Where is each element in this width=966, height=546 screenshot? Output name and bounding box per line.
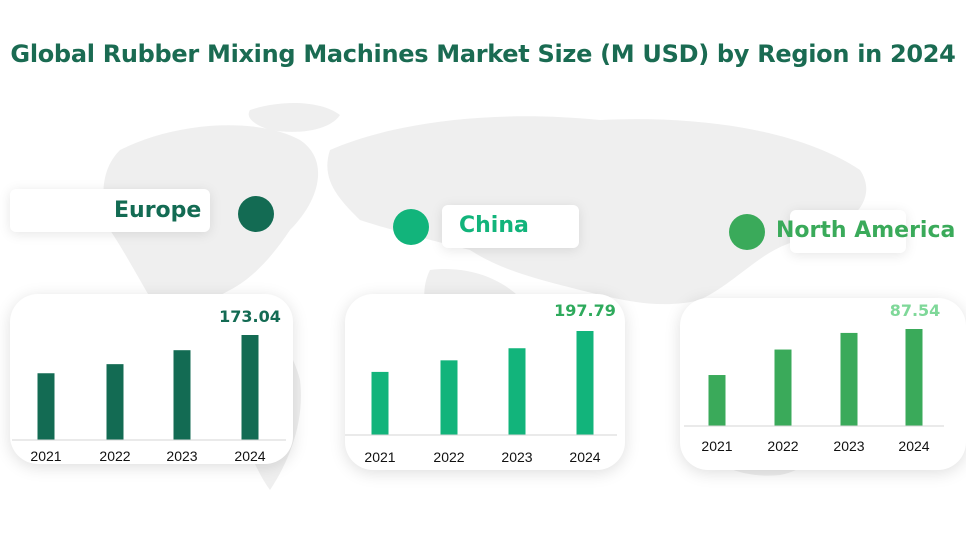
europe-chart-card: 2021 2022 2023 2024 173.04: [10, 294, 293, 464]
europe-bar-2021: [37, 373, 55, 440]
china-tick-label-2023: 2023: [501, 449, 532, 465]
china-bar-2024: [576, 331, 594, 435]
europe-data-label-2024: 173.04: [219, 307, 281, 326]
north-america-tick-label-2023: 2023: [833, 438, 864, 454]
north-america-tick-label-2021: 2021: [701, 438, 732, 454]
europe-tick-label-2021: 2021: [30, 448, 61, 464]
north-america-label-box: [790, 210, 906, 253]
china-tick-label-2024: 2024: [569, 449, 600, 465]
china-chart-card: 2021 2022 2023 2024 197.79: [345, 294, 625, 470]
china-label-box: [442, 205, 579, 248]
north-america-bar-2021: [708, 375, 726, 426]
china-label: China: [459, 213, 529, 238]
europe-label: Europe: [114, 198, 202, 223]
china-bar-chart: 2021 2022 2023 2024 197.79: [345, 301, 617, 465]
chart-title: Global Rubber Mixing Machines Market Siz…: [10, 40, 956, 68]
europe-tick-label-2024: 2024: [234, 448, 265, 464]
north-america-bar-2024: [905, 329, 923, 426]
europe-marker-dot: [238, 196, 274, 232]
europe-bar-chart: 2021 2022 2023 2024 173.04: [12, 307, 286, 464]
europe-bar-2024: [241, 335, 259, 440]
europe-bar-2022: [106, 364, 124, 440]
north-america-tick-label-2024: 2024: [898, 438, 929, 454]
north-america-data-label-2024: 87.54: [890, 301, 941, 320]
europe-bar-2023: [173, 350, 191, 440]
china-data-label-2024: 197.79: [554, 301, 616, 320]
europe-label-box: [10, 189, 210, 232]
north-america-chart-card: 2021 2022 2023 2024 87.54: [680, 298, 966, 470]
europe-tick-label-2022: 2022: [99, 448, 130, 464]
europe-tick-label-2023: 2023: [166, 448, 197, 464]
north-america-tick-label-2022: 2022: [767, 438, 798, 454]
china-bar-2023: [508, 348, 526, 435]
china-tick-label-2021: 2021: [364, 449, 395, 465]
north-america-label: North America: [776, 218, 956, 243]
china-marker-dot: [393, 209, 429, 245]
north-america-bar-2023: [840, 332, 858, 426]
china-bar-2022: [440, 360, 458, 435]
china-bar-2021: [371, 371, 389, 435]
north-america-marker-dot: [729, 214, 765, 250]
north-america-bar-2022: [774, 349, 792, 426]
north-america-bar-chart: 2021 2022 2023 2024 87.54: [684, 301, 944, 454]
china-tick-label-2022: 2022: [433, 449, 464, 465]
